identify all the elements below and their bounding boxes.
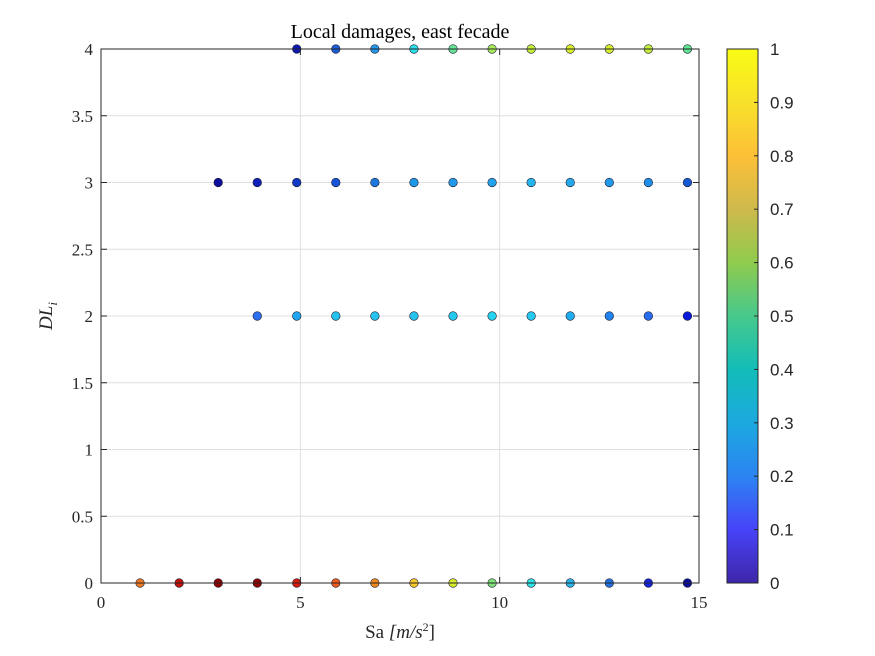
data-point-dl2: [682, 311, 693, 321]
y-tick-label: 0.5: [72, 507, 93, 526]
y-tick-label: 3.5: [72, 107, 93, 126]
data-point-dl2: [643, 311, 653, 321]
x-axis-label-unit: [m/s: [389, 622, 423, 643]
colorbar-tick-label: 0.7: [770, 200, 794, 219]
colorbar-tick-label: 0.9: [770, 93, 794, 112]
x-tick-label: 15: [691, 593, 708, 612]
data-point-dl3: [526, 177, 536, 188]
y-axis-label-main: DL: [36, 306, 57, 331]
x-axis-label-exponent: 2: [423, 620, 429, 634]
colorbar-tick-label: 0.3: [770, 414, 794, 433]
data-point-dl2: [409, 311, 419, 321]
data-point-dl3: [487, 177, 497, 188]
x-tick-label: 10: [491, 593, 508, 612]
colorbar-tick-label: 1: [770, 40, 779, 59]
colorbar-tick-label: 0.1: [770, 521, 794, 540]
plot-area: 0 5 10 15 0 0.5 1 1.5 2 2.5 3 3.5 4: [72, 40, 708, 612]
colorbar-tick-label: 0.8: [770, 147, 794, 166]
data-point-dl2: [565, 311, 575, 321]
y-axis-label-subscript: i: [45, 302, 60, 306]
y-tick-label: 1: [85, 441, 94, 460]
data-point-dl3: [643, 177, 653, 188]
y-tick-label: 4: [85, 40, 94, 59]
x-axis-label-prefix: Sa: [365, 622, 389, 643]
chart-title: Local damages, east fecade: [291, 21, 510, 43]
x-axis-label: Sa [m/s2]: [365, 620, 435, 643]
data-point-dl3: [682, 177, 693, 188]
y-tick-label: 1.5: [72, 374, 93, 393]
colorbar-gradient: [727, 49, 758, 583]
data-point-dl3: [448, 177, 458, 188]
y-tick-label: 3: [85, 174, 94, 193]
colorbar-tick-label: 0.4: [770, 360, 794, 379]
data-point-dl2: [252, 311, 262, 321]
y-tick-label: 2.5: [72, 240, 93, 259]
grid-lines: [101, 49, 699, 583]
data-point-dl3: [331, 177, 341, 188]
colorbar-ticks: 0 0.1 0.2 0.3 0.4 0.5 0.6 0.7 0.8 0.9 1: [754, 40, 794, 593]
y-tick-label: 0: [85, 574, 94, 593]
x-tick-label: 5: [296, 593, 305, 612]
colorbar-tick-label: 0.5: [770, 307, 794, 326]
y-axis-label: DLi: [36, 302, 60, 331]
data-point-dl3: [252, 177, 262, 188]
data-point-dl2: [448, 311, 458, 321]
colorbar-tick-label: 0.2: [770, 467, 794, 486]
colorbar-tick-label: 0: [770, 574, 779, 593]
colorbar-tick-label: 0.6: [770, 254, 794, 273]
x-axis-label-close: ]: [429, 622, 435, 643]
colorbar: 0 0.1 0.2 0.3 0.4 0.5 0.6 0.7 0.8 0.9 1: [726, 40, 794, 593]
data-point-dl2: [526, 311, 536, 321]
data-point-dl3: [213, 177, 223, 188]
data-point-dl3: [370, 177, 380, 188]
data-point-dl2: [370, 311, 380, 321]
data-point-dl2: [487, 311, 497, 321]
x-tick-label: 0: [97, 593, 106, 612]
y-axis-ticks: 0 0.5 1 1.5 2 2.5 3 3.5 4: [72, 40, 699, 593]
data-point-dl3: [565, 177, 575, 188]
data-point-dl2: [604, 311, 614, 321]
y-tick-label: 2: [85, 307, 94, 326]
data-point-dl3: [292, 177, 302, 188]
data-point-dl3: [409, 177, 419, 188]
data-point-dl3: [604, 177, 614, 188]
data-point-dl2: [331, 311, 341, 321]
data-point-dl2: [292, 311, 302, 321]
x-axis-ticks: 0 5 10 15: [97, 49, 708, 612]
